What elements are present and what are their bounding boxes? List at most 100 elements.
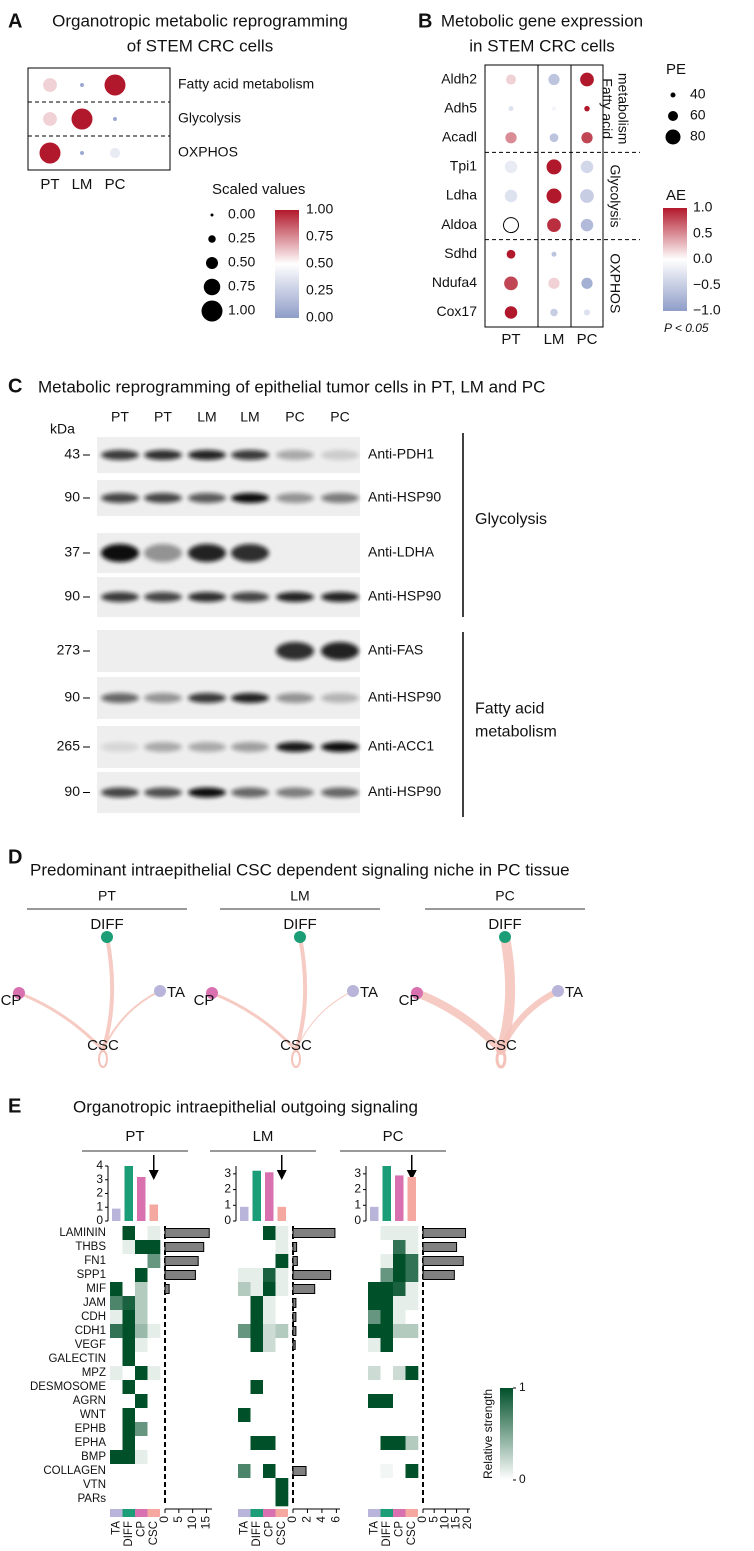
cell [380,1352,394,1367]
band [144,592,182,602]
row-label: DESMOSOME [30,1381,106,1393]
lane-label: LM [197,409,216,425]
group-label: OXPHOS [607,253,623,313]
color-tick-label: 1.0 [693,199,713,215]
blot-strip [97,533,360,573]
panel-label: D [8,846,22,868]
cell [250,1450,264,1465]
cell [122,1240,136,1255]
marker-label: 90 [64,689,80,705]
column-bar [124,1166,133,1221]
row-label: VTN [83,1479,106,1491]
cell [122,1380,136,1395]
panel-title: Predominant intraepithelial CSC dependen… [30,860,570,879]
tissue-label: PT [125,1128,144,1145]
cell [380,1338,394,1353]
row-label: MIF [86,1283,106,1295]
cell [368,1394,381,1409]
node [411,987,423,999]
dot [546,188,562,204]
edge [498,988,561,1053]
row-bar [164,1228,210,1238]
cell [250,1324,264,1339]
marker-label: 43 [64,446,80,462]
column-label: CSC [148,1521,160,1545]
marker-label: 90 [64,489,80,505]
column-bar [382,1166,391,1221]
cell [405,1254,419,1269]
row-label: PARs [77,1493,106,1505]
cell [135,1366,148,1381]
column-label: LM [544,331,565,348]
tissue-label: LM [290,888,309,904]
row-bar [292,1466,307,1476]
column-strip [110,1509,123,1517]
cell [393,1310,406,1325]
cell [405,1226,419,1241]
row-bar [422,1256,464,1266]
cell [110,1310,123,1325]
color-bar [663,208,687,311]
cell [263,1366,276,1381]
band [144,493,182,503]
node [13,987,25,999]
cell [393,1464,406,1479]
column-strip [238,1509,251,1517]
cell [147,1394,161,1409]
dot [550,308,558,317]
cell [110,1450,123,1465]
cell [380,1268,394,1283]
cell [238,1240,251,1255]
row-label: Ldha [446,187,477,203]
row-label: Tpi1 [450,158,477,174]
unit-label: kDa [50,421,75,437]
band [231,592,269,602]
color-tick-label: 0.25 [306,282,333,298]
cell [380,1324,394,1339]
marker-label: 90 [64,588,80,604]
column-label: CP [393,1521,405,1537]
node [499,931,511,943]
band [231,742,269,752]
note: P < 0.05 [664,321,709,335]
panel-label: B [418,10,432,32]
x-tick-label: 20 [460,1516,474,1530]
x-tick-label: 0 [157,1516,171,1523]
column-label: PC [577,331,598,348]
cell [405,1296,419,1311]
cell [263,1352,276,1367]
cell [368,1436,381,1451]
node [206,987,218,999]
cell [393,1380,406,1395]
legend-title: Relative strength [481,1389,495,1479]
column-label: TA [110,1521,122,1535]
cell [275,1408,289,1423]
cell [380,1254,394,1269]
cell [393,1492,406,1507]
dot [581,277,593,289]
cell [135,1408,148,1423]
column-label: DIFF [123,1521,135,1547]
dot [551,106,557,111]
cell [122,1296,136,1311]
cell [250,1268,264,1283]
x-tick-label: 15 [449,1516,463,1530]
group-label: Glycolysis [607,164,623,227]
legend-dot [203,278,221,296]
cell [122,1492,136,1507]
band [321,693,359,703]
cell [368,1310,381,1325]
cell [147,1268,161,1283]
cell [405,1422,419,1437]
band [101,787,139,798]
cell [405,1268,419,1283]
row-label: AGRN [73,1395,106,1407]
dot [548,277,560,289]
cell [263,1226,276,1241]
cell [368,1408,381,1423]
y-tick-label: 3 [354,1166,361,1180]
cell [275,1478,289,1493]
cell [122,1338,136,1353]
legend-label: 80 [690,128,706,144]
